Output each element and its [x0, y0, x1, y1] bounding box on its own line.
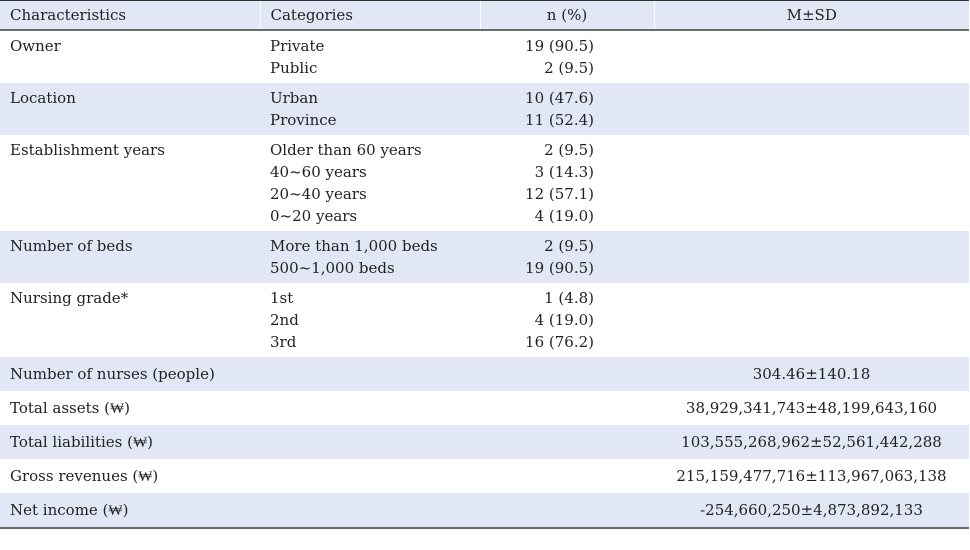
row-label: Nursing grade*	[10, 289, 129, 307]
category-item: More than 1,000 beds	[270, 237, 438, 255]
row-label: Owner	[10, 37, 61, 55]
characteristics-table: Characteristics Categories n (%) M±SD Ow…	[0, 0, 969, 529]
category-item: 1st	[270, 289, 294, 307]
n-value: 19 (90.5)	[525, 37, 594, 55]
n-value: 2 (9.5)	[544, 59, 594, 77]
n-value: 12 (57.1)	[525, 185, 594, 203]
table-row-number-of-beds: Number of beds More than 1,000 beds 500~…	[0, 231, 969, 283]
n-value: 4 (19.0)	[534, 207, 594, 225]
category-cell: More than 1,000 beds 500~1,000 beds	[260, 231, 480, 283]
category-item: 2nd	[270, 311, 299, 329]
table-row-number-of-nurses: Number of nurses (people) 304.46±140.18	[0, 357, 969, 391]
n-value: 2 (9.5)	[544, 237, 594, 255]
row-label: Net income (₩)	[0, 493, 654, 529]
mean-sd-cell	[654, 83, 969, 135]
category-item: 20~40 years	[270, 185, 367, 203]
n-value: 1 (4.8)	[544, 289, 594, 307]
category-item: 0~20 years	[270, 207, 358, 225]
table-row-establishment-years: Establishment years Older than 60 years …	[0, 135, 969, 231]
row-label: Total liabilities (₩)	[0, 425, 654, 459]
mean-sd-value: 103,555,268,962±52,561,442,288	[654, 425, 969, 459]
row-label: Total assets (₩)	[10, 399, 130, 417]
table-row-location: Location Urban Province 10 (47.6) 11 (52…	[0, 83, 969, 135]
category-cell: Private Public	[260, 30, 480, 83]
row-label: Location	[0, 83, 260, 135]
n-percent-cell: 10 (47.6) 11 (52.4)	[480, 83, 654, 135]
mean-sd-value: 215,159,477,716±113,967,063,138	[676, 467, 947, 485]
category-cell: Older than 60 years 40~60 years 20~40 ye…	[260, 135, 480, 231]
n-percent-cell: 1 (4.8) 4 (19.0) 16 (76.2)	[480, 283, 654, 357]
table-row-gross-revenues: Gross revenues (₩) 215,159,477,716±113,9…	[0, 459, 969, 493]
table-row-nursing-grade: Nursing grade* 1st 2nd 3rd 1 (4.8) 4 (19…	[0, 283, 969, 357]
n-percent-cell: 2 (9.5) 3 (14.3) 12 (57.1) 4 (19.0)	[480, 135, 654, 231]
row-label: Number of nurses (people)	[0, 357, 654, 391]
n-value: 16 (76.2)	[525, 333, 594, 351]
category-item: Older than 60 years	[270, 141, 422, 159]
category-cell: Urban Province	[260, 83, 480, 135]
category-item: Public	[270, 59, 318, 77]
table-row-net-income: Net income (₩) -254,660,250±4,873,892,13…	[0, 493, 969, 529]
mean-sd-cell	[654, 30, 969, 83]
n-percent-cell: 19 (90.5) 2 (9.5)	[480, 30, 654, 83]
row-label: Number of beds	[0, 231, 260, 283]
table-row-owner: Owner Private Public 19 (90.5) 2 (9.5)	[0, 30, 969, 83]
category-item: 500~1,000 beds	[270, 259, 395, 277]
mean-sd-cell	[654, 135, 969, 231]
n-value: 19 (90.5)	[525, 259, 594, 277]
header-categories: Categories	[259, 0, 480, 31]
n-value: 3 (14.3)	[534, 163, 594, 181]
category-item: 40~60 years	[270, 163, 367, 181]
mean-sd-cell	[654, 231, 969, 283]
category-cell: 1st 2nd 3rd	[260, 283, 480, 357]
n-percent-cell: 2 (9.5) 19 (90.5)	[480, 231, 654, 283]
header-row: Characteristics Categories n (%) M±SD	[0, 0, 969, 31]
mean-sd-value: -254,660,250±4,873,892,133	[654, 493, 969, 529]
n-value: 10 (47.6)	[525, 89, 594, 107]
mean-sd-cell	[654, 283, 969, 357]
n-value: 2 (9.5)	[544, 141, 594, 159]
category-item: Private	[270, 37, 325, 55]
mean-sd-value: 304.46±140.18	[654, 357, 969, 391]
category-item: Province	[270, 111, 337, 129]
row-label: Gross revenues (₩)	[10, 467, 159, 485]
n-value: 4 (19.0)	[534, 311, 594, 329]
table-row-total-assets: Total assets (₩) 38,929,341,743±48,199,6…	[0, 391, 969, 425]
table-row-total-liabilities: Total liabilities (₩) 103,555,268,962±52…	[0, 425, 969, 459]
row-label: Establishment years	[10, 141, 165, 159]
header-mean-sd: M±SD	[653, 0, 969, 31]
header-n-percent: n (%)	[479, 0, 654, 31]
header-characteristics: Characteristics	[0, 0, 260, 31]
category-item: 3rd	[270, 333, 297, 351]
n-value: 11 (52.4)	[525, 111, 594, 129]
category-item: Urban	[270, 89, 319, 107]
mean-sd-value: 38,929,341,743±48,199,643,160	[685, 399, 938, 417]
